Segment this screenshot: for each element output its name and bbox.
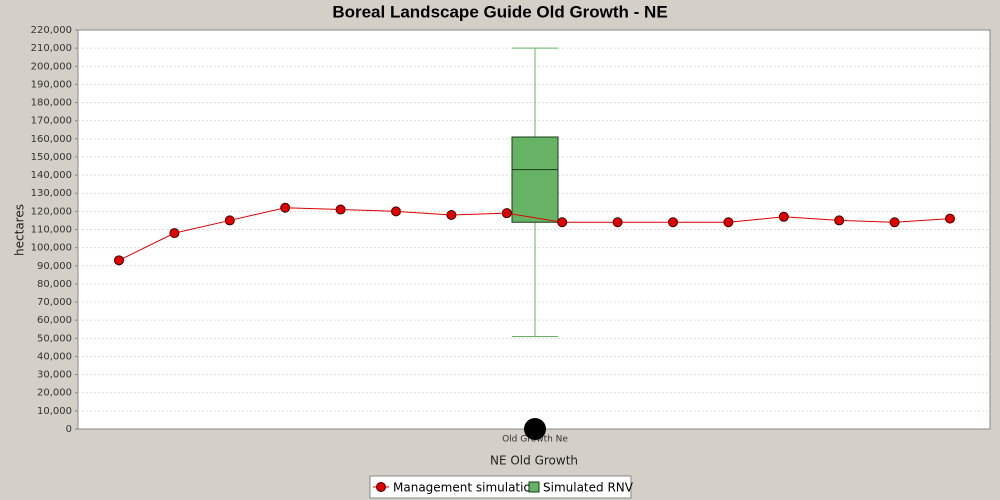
- point: [446, 209, 457, 220]
- y-tick-label: 70,000: [37, 297, 72, 308]
- legend-marker: [376, 482, 386, 492]
- point: [889, 217, 900, 228]
- y-tick-label: 60,000: [37, 315, 72, 326]
- point: [723, 217, 734, 228]
- point: [668, 217, 678, 228]
- y-tick-label: 40,000: [37, 351, 72, 362]
- chart-title: Boreal Landscape Guide Old Growth - NE: [332, 2, 667, 21]
- point: [612, 217, 623, 228]
- y-tick-label: 50,000: [37, 333, 72, 344]
- y-axis-label: hectares: [13, 204, 27, 256]
- y-tick-label: 90,000: [37, 261, 72, 272]
- point: [391, 206, 401, 217]
- y-tick-label: 80,000: [37, 279, 72, 290]
- outlier: [524, 418, 546, 440]
- y-tick-label: 20,000: [37, 388, 72, 399]
- point: [834, 215, 845, 226]
- point: [778, 211, 789, 222]
- point: [114, 255, 124, 266]
- y-tick-label: 160,000: [31, 134, 72, 145]
- legend: [369, 475, 632, 499]
- y-tick-label: 210,000: [31, 43, 72, 54]
- point: [169, 228, 180, 239]
- y-tick-label: 200,000: [31, 61, 72, 72]
- legend-label: Simulated RNV: [543, 481, 634, 495]
- y-tick-label: 170,000: [31, 116, 72, 127]
- point: [224, 215, 235, 226]
- legend-marker: [528, 481, 540, 493]
- y-tick-label: 140,000: [31, 170, 72, 181]
- box: [511, 136, 559, 223]
- point: [945, 213, 955, 224]
- point: [557, 217, 568, 228]
- legend-label: Management simulation: [393, 481, 538, 495]
- y-tick-label: 10,000: [37, 406, 72, 417]
- y-tick-label: 110,000: [31, 225, 72, 236]
- point: [501, 208, 512, 219]
- y-tick-label: 220,000: [31, 25, 72, 36]
- y-tick-label: 150,000: [31, 152, 72, 163]
- y-tick-label: 0: [66, 424, 72, 435]
- point: [335, 204, 346, 215]
- y-tick-label: 100,000: [31, 243, 72, 254]
- x-axis-label: NE Old Growth: [490, 454, 578, 468]
- y-tick-label: 30,000: [37, 370, 72, 381]
- y-tick-label: 190,000: [31, 79, 72, 90]
- y-tick-label: 120,000: [31, 206, 72, 217]
- y-tick-label: 130,000: [31, 188, 72, 199]
- point: [280, 202, 291, 213]
- series-line: [118, 207, 951, 261]
- y-tick-label: 180,000: [31, 98, 72, 109]
